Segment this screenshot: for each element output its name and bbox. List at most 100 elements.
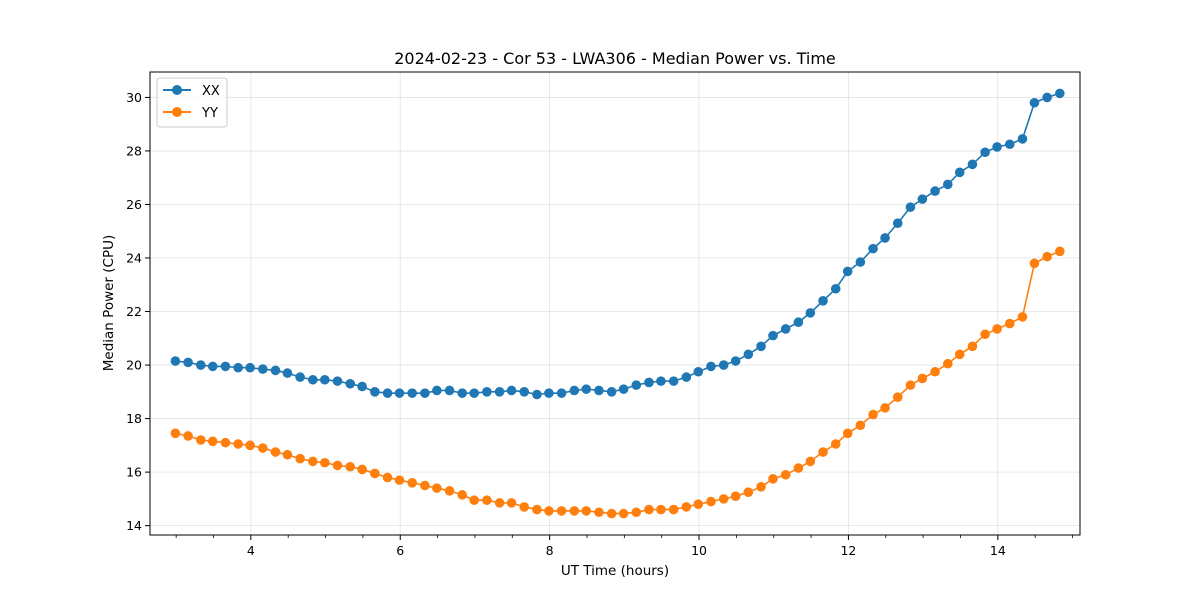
data-point-yy [706,496,716,507]
data-point-yy [1017,312,1028,322]
data-point-xx [868,243,878,254]
data-point-yy [357,464,367,475]
data-point-yy [220,437,231,448]
data-point-xx [805,308,816,318]
data-point-xx [569,385,580,396]
series-yy [170,246,1065,519]
data-point-yy [805,456,816,467]
data-point-yy [830,439,841,449]
data-point-xx [308,374,318,385]
data-point-xx [644,377,654,388]
y-axis-label: Median Power (CPU) [101,235,117,371]
data-point-xx [681,372,692,382]
data-point-yy [693,499,704,510]
y-tick-label: 14 [126,518,142,533]
data-point-xx [756,341,766,352]
x-tick-label: 14 [990,543,1006,558]
data-point-yy [319,457,330,468]
grid [150,72,1080,535]
data-point-xx [581,384,592,394]
data-point-yy [606,508,617,519]
data-point-yy [668,504,679,515]
x-axis-label: UT Time (hours) [561,563,669,579]
data-point-yy [1029,258,1040,269]
x-tick-label: 8 [546,543,554,558]
data-point-yy [308,456,318,467]
data-point-xx [332,376,343,386]
y-tick-label: 24 [126,251,142,266]
data-point-xx [892,218,903,229]
data-point-yy [967,341,978,352]
data-point-xx [494,387,505,397]
data-point-yy [756,482,766,492]
data-point-xx [457,388,468,398]
data-point-yy [930,366,940,377]
data-point-yy [656,504,666,515]
data-point-yy [544,506,554,516]
data-point-xx [183,357,193,368]
data-point-xx [606,387,617,397]
data-point-yy [506,498,517,508]
data-point-yy [768,473,778,484]
data-point-yy [631,507,642,518]
data-point-yy [842,428,853,439]
data-point-xx [444,385,455,396]
data-point-xx [967,159,978,170]
data-point-yy [432,483,442,493]
data-point-yy [818,447,828,457]
data-point-xx [482,387,492,397]
data-point-xx [718,360,729,370]
data-point-xx [295,372,305,382]
data-point-xx [370,387,380,397]
data-point-yy [992,324,1002,334]
data-point-yy [980,329,990,340]
data-point-yy [954,349,965,360]
data-point-xx [880,233,890,243]
data-point-xx [743,349,754,360]
data-point-yy [233,439,243,449]
data-point-yy [743,487,754,497]
data-point-yy [469,495,479,506]
data-point-yy [855,420,866,431]
data-point-xx [855,257,866,267]
data-point-xx [618,384,629,394]
data-point-yy [207,436,218,447]
legend-label-yy: YY [201,106,218,121]
data-point-yy [880,403,890,413]
data-point-xx [656,376,666,386]
data-point-xx [842,266,853,277]
data-point-xx [357,381,367,392]
data-point-xx [220,361,231,372]
data-point-xx [917,194,928,204]
data-point-xx [1017,134,1028,144]
data-point-yy [183,431,193,441]
data-point-yy [420,480,430,491]
data-point-yy [457,490,468,500]
data-point-yy [718,494,729,504]
data-point-yy [1004,318,1015,329]
series-layer [170,88,1065,519]
x-tick-label: 4 [247,543,255,558]
data-point-xx [195,360,206,370]
data-point-xx [519,387,530,397]
data-point-yy [868,409,878,420]
data-point-xx [930,186,940,196]
data-point-xx [631,380,642,390]
data-point-yy [170,428,181,439]
data-point-xx [319,374,330,385]
chart-title: 2024-02-23 - Cor 53 - LWA306 - Median Po… [394,49,836,68]
data-point-xx [992,142,1002,152]
data-point-xx [544,388,554,398]
data-point-xx [594,385,604,396]
data-point-yy [556,506,567,516]
data-point-xx [245,362,255,373]
data-point-yy [494,498,505,508]
data-point-xx [905,202,916,212]
data-point-xx [780,324,791,334]
data-point-yy [295,453,305,464]
data-point-yy [780,469,791,480]
data-point-xx [257,364,268,374]
data-point-yy [618,508,629,519]
data-point-yy [644,504,654,515]
data-point-yy [444,486,455,496]
